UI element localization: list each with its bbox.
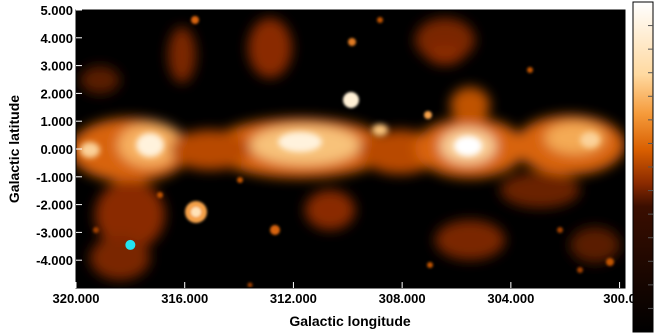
x-tick-label: 304.000 — [487, 291, 534, 306]
y-axis: 5.000 4.000 3.000 2.000 1.000 0.000 -1.000 -2.0… — [36, 3, 82, 268]
y-tick-label: 1.000 — [40, 114, 73, 129]
y-tick-label: -3.000 — [36, 225, 73, 240]
y-tick-label: 0.000 — [40, 142, 73, 157]
x-tick-label: 316.000 — [161, 291, 208, 306]
y-tick-label: -2.000 — [36, 198, 73, 213]
x-tick-label: 308.000 — [379, 291, 426, 306]
diffuse-emission — [76, 18, 625, 280]
x-tick-label: 320.000 — [53, 291, 100, 306]
y-tick-label: 3.000 — [40, 59, 73, 74]
x-axis: 320.000 316.000 312.000 308.000 304.000 300.0 — [53, 282, 636, 306]
source-marker — [125, 239, 136, 250]
x-tick-label: 312.000 — [270, 291, 317, 306]
emission-image — [76, 10, 625, 288]
compact-sources — [93, 16, 614, 288]
y-tick-label: 2.000 — [40, 86, 73, 101]
x-axis-title: Galactic longitude — [289, 313, 411, 329]
y-tick-label: -4.000 — [36, 253, 73, 268]
y-axis-title: Galactic latitude — [6, 95, 22, 203]
y-tick-label: 4.000 — [40, 31, 73, 46]
bright-cores — [80, 124, 600, 158]
y-tick-label: -1.000 — [36, 170, 73, 185]
y-tick-label: 5.000 — [40, 3, 73, 18]
x-tick-label: 300.0 — [603, 291, 636, 306]
